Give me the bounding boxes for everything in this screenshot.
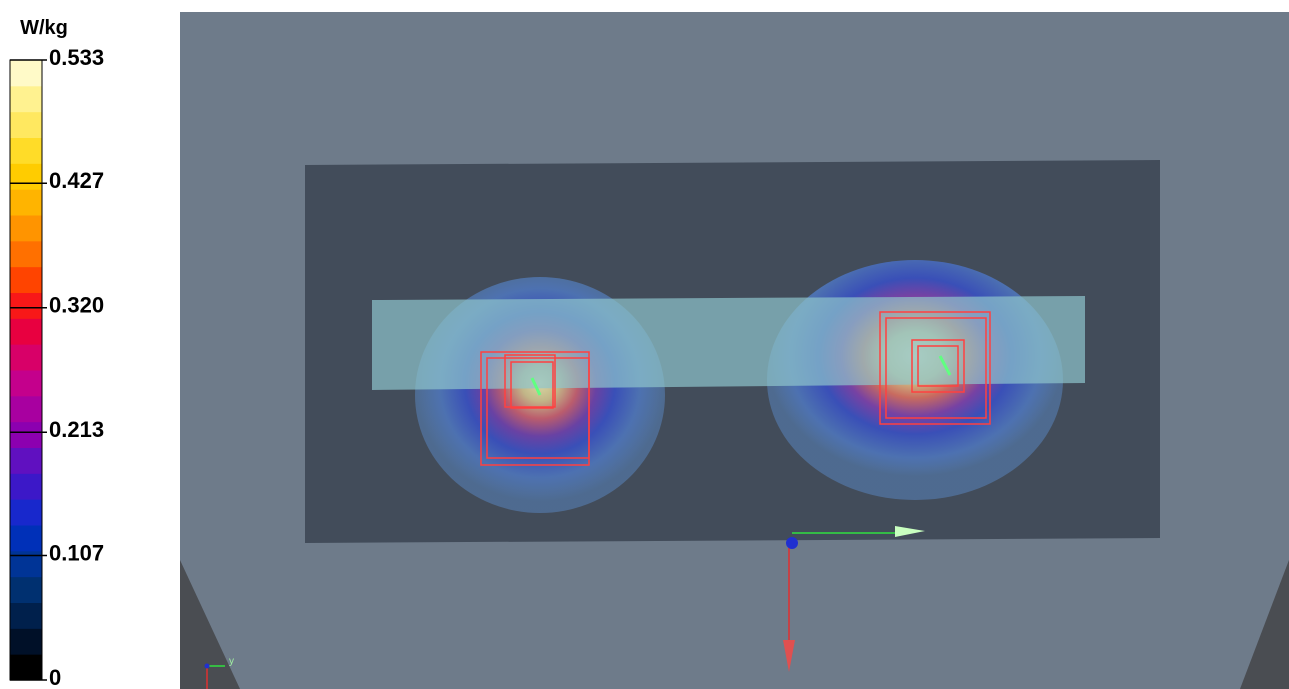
colorbar-band bbox=[10, 370, 42, 397]
colorbar-band bbox=[10, 576, 42, 603]
triad-origin bbox=[204, 663, 210, 669]
colorbar-band bbox=[10, 215, 42, 242]
board bbox=[372, 296, 1085, 390]
colorbar-band bbox=[10, 111, 42, 138]
colorbar-band bbox=[10, 318, 42, 345]
colorbar-band bbox=[10, 266, 42, 293]
colorbar-band bbox=[10, 85, 42, 113]
colorbar-band bbox=[10, 654, 42, 681]
colorbar-band bbox=[10, 395, 42, 423]
origin bbox=[786, 537, 798, 549]
colorbar-band bbox=[10, 344, 42, 371]
colorbar-tick-label: 0.107 bbox=[49, 540, 104, 565]
colorbar-band bbox=[10, 137, 42, 164]
colorbar-tick-label: 0.320 bbox=[49, 293, 104, 318]
axis-y-head bbox=[895, 526, 925, 537]
colorbar-band bbox=[10, 60, 42, 87]
colorbar-tick-label: 0 bbox=[49, 665, 61, 689]
colorbar-band bbox=[10, 421, 42, 448]
antenna-boxes bbox=[480, 311, 991, 466]
colorbar-band bbox=[10, 628, 42, 655]
colorbar-unit: W/kg bbox=[20, 17, 68, 39]
colorbar-band bbox=[10, 163, 42, 190]
colorbar-band bbox=[10, 189, 42, 216]
axis-z-head bbox=[783, 640, 795, 672]
triad-label: y bbox=[229, 656, 234, 667]
colorbar-band bbox=[10, 550, 42, 578]
colorbar-band bbox=[10, 602, 42, 629]
colorbar-band bbox=[10, 473, 42, 500]
colorbar-tick-label: 0.213 bbox=[49, 417, 104, 442]
feed-arrow bbox=[530, 377, 542, 396]
colorbar-band bbox=[10, 292, 42, 319]
viewport: y bbox=[180, 12, 1289, 689]
colorbar-tick-label: 0.533 bbox=[49, 45, 104, 70]
feed-arrow bbox=[938, 355, 952, 376]
colorbar-band bbox=[10, 447, 42, 474]
colorbar-tick-label: 0.427 bbox=[49, 168, 104, 193]
colorbar: W/kg 0.533 0.427 0.320 0.213 0.107 0 bbox=[9, 17, 104, 689]
colorbar-band bbox=[10, 240, 42, 268]
colorbar-band bbox=[10, 525, 42, 552]
colorbar-band bbox=[10, 499, 42, 526]
